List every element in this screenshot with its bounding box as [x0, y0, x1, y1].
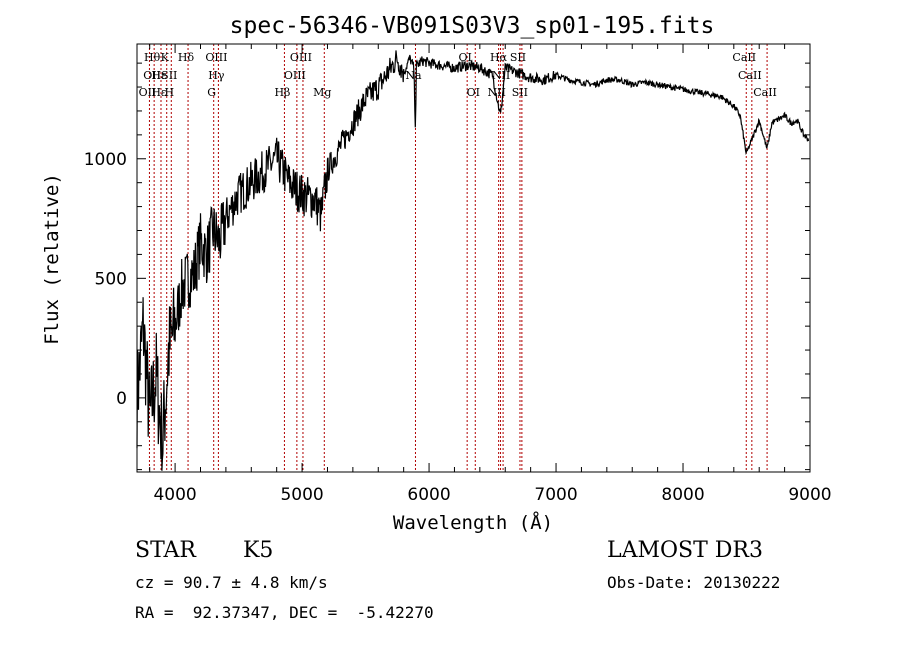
- redshift-cz: cz = 90.7 ± 4.8 km/s: [135, 573, 328, 592]
- y-tick-label-500: 500: [95, 269, 127, 289]
- line-label-17: OI: [458, 51, 471, 64]
- chart-title: spec-56346-VB091S03V3_sp01-195.fits: [230, 13, 715, 39]
- line-label-6: H: [164, 86, 174, 99]
- line-label-14: OIII: [290, 51, 312, 64]
- line-label-26: CaII: [753, 86, 777, 99]
- y-axis-label: Flux (relative): [41, 173, 63, 345]
- line-label-1: OII: [143, 69, 161, 82]
- y-tick-label-1000: 1000: [84, 150, 127, 170]
- spectrum-chart: spec-56346-VB091S03V3_sp01-195.fits OII O…: [41, 13, 832, 534]
- x-tick-label-5000: 5000: [280, 485, 323, 505]
- line-label-2: Hθ: [144, 51, 161, 64]
- x-tick-label-9000: 9000: [788, 485, 831, 505]
- line-label-8: Hδ: [178, 51, 195, 64]
- observation-date: Obs-Date: 20130222: [607, 573, 781, 592]
- coordinates: RA = 92.37347, DEC = -5.42270: [135, 603, 434, 622]
- x-axis-label: Wavelength (Å): [393, 511, 553, 534]
- object-class: STAR: [135, 538, 196, 563]
- line-label-20: Hα: [490, 51, 508, 64]
- y-axis: 0 500 1000: [84, 62, 810, 471]
- subclass: K5: [243, 538, 274, 563]
- x-tick-label-6000: 6000: [407, 485, 450, 505]
- line-label-9: OIII: [205, 51, 227, 64]
- line-label-5: K: [161, 51, 170, 64]
- emission-line-markers: [148, 44, 768, 472]
- line-label-13: OIII: [284, 69, 306, 82]
- line-label-25: CaII: [738, 69, 762, 82]
- line-label-10: Hγ: [208, 69, 225, 82]
- line-label-24: CaII: [732, 51, 756, 64]
- line-label-22: SII: [510, 51, 526, 64]
- x-tick-label-8000: 8000: [661, 485, 704, 505]
- line-label-23: SII: [512, 86, 528, 99]
- x-tick-label-7000: 7000: [534, 485, 577, 505]
- line-label-4: Hε: [151, 69, 167, 82]
- survey-name: LAMOST DR3: [607, 538, 763, 563]
- line-label-12: Hβ: [274, 86, 290, 99]
- line-label-21: NII: [492, 69, 510, 82]
- line-label-7: SII: [161, 69, 177, 82]
- line-label-19: NII: [487, 86, 505, 99]
- line-label-0: OII: [139, 86, 157, 99]
- x-axis: 4000 5000 6000 7000 8000 9000: [149, 44, 832, 505]
- line-label-15: Mg: [313, 86, 331, 99]
- x-tick-label-4000: 4000: [153, 485, 196, 505]
- plot-frame: [136, 43, 811, 473]
- y-tick-label-0: 0: [116, 389, 127, 409]
- line-label-18: OI: [467, 86, 480, 99]
- line-label-3: Hε: [151, 86, 167, 99]
- spectrum-line: [136, 50, 810, 471]
- line-label-11: G: [207, 86, 216, 99]
